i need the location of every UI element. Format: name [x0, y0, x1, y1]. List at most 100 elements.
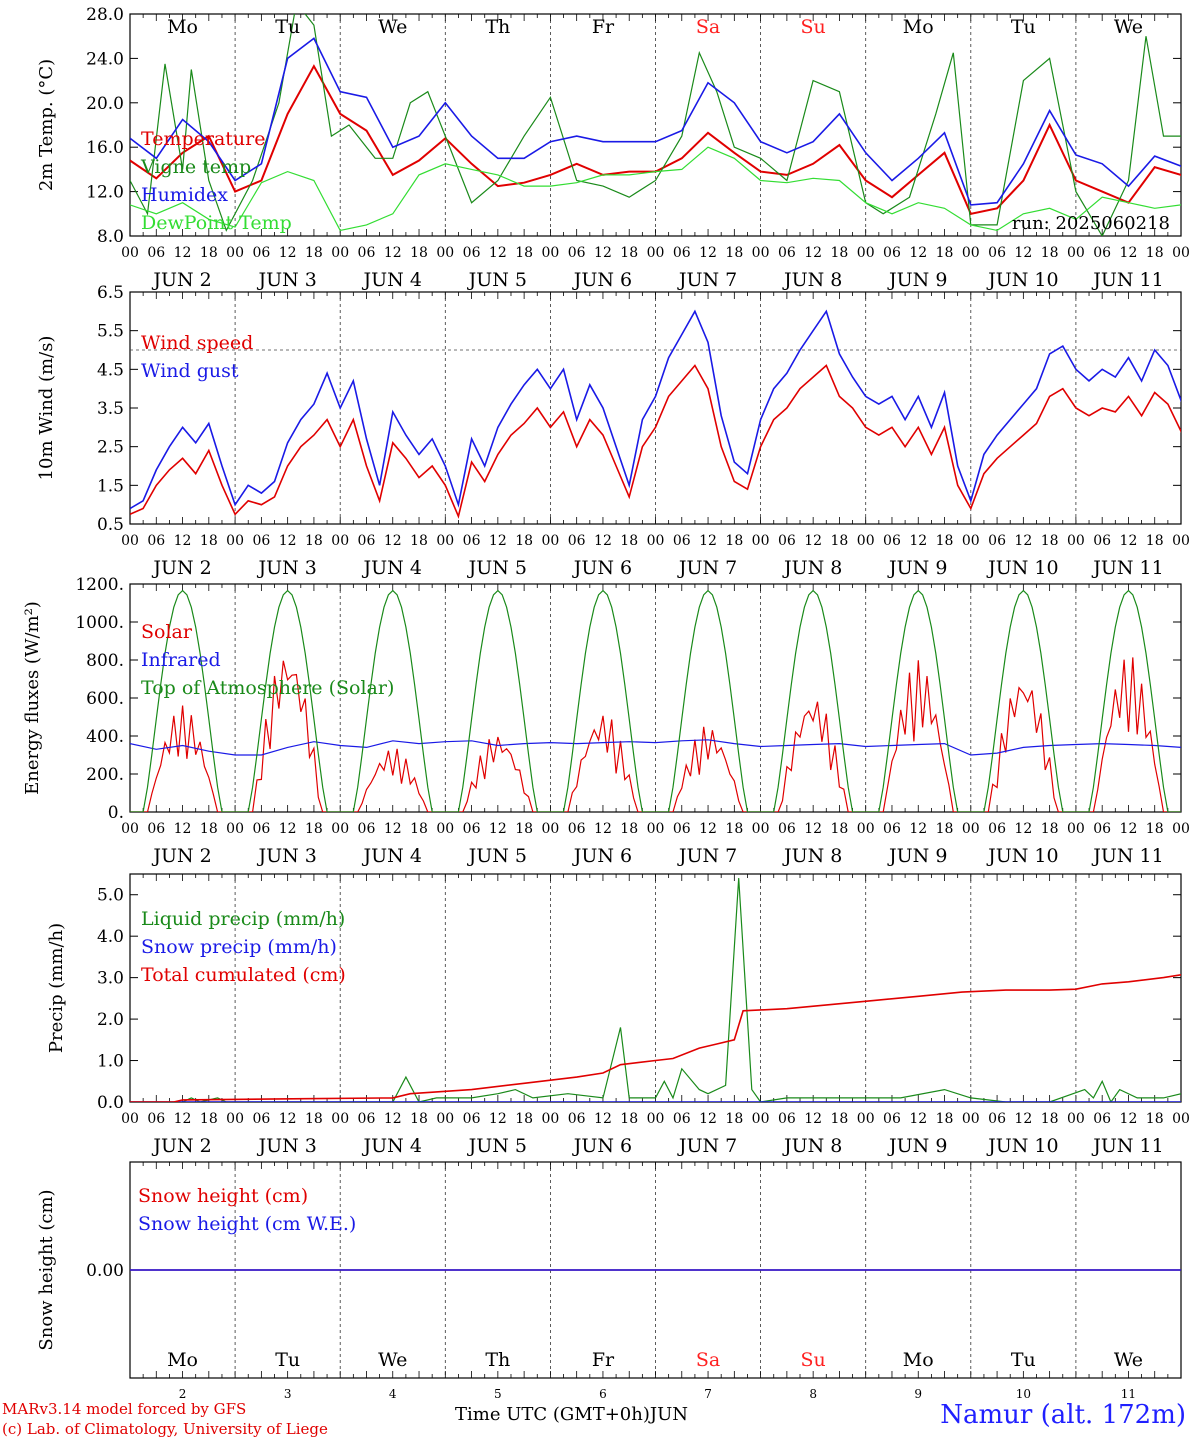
series-group [130, 878, 1181, 1102]
day-abbr-label: We [1114, 1349, 1143, 1371]
y-tick-label: 200. [86, 765, 124, 785]
hour-tick-label: 00 [1172, 821, 1190, 837]
hour-tick-label: 06 [252, 533, 270, 549]
hour-tick-label: 18 [1146, 533, 1164, 549]
hour-tick-label: 06 [988, 533, 1006, 549]
hour-tick-label: 06 [673, 821, 691, 837]
hour-tick-label: 12 [1120, 1111, 1138, 1127]
hour-tick-label: 18 [515, 245, 533, 261]
y-tick-label: 2.0 [97, 1010, 124, 1030]
hour-tick-label: 00 [647, 245, 665, 261]
date-label: JUN 3 [256, 557, 316, 579]
hour-tick-label: 12 [489, 1111, 507, 1127]
date-label: JUN 4 [362, 1135, 422, 1157]
hour-tick-label: 00 [226, 245, 244, 261]
y-tick-label: 4.5 [97, 360, 124, 380]
hour-tick-label: 18 [1146, 245, 1164, 261]
credit-model: MARv3.14 model forced by GFS [2, 1400, 247, 1418]
hour-tick-label: 18 [410, 1111, 428, 1127]
hour-tick-label: 12 [594, 1111, 612, 1127]
hour-tick-label: 00 [331, 821, 349, 837]
hour-tick-label: 06 [568, 245, 586, 261]
legend-entry: DewPoint Temp [141, 212, 292, 234]
day-number-label: 6 [599, 1387, 607, 1401]
hour-tick-label: 00 [436, 245, 454, 261]
date-label: JUN 9 [887, 845, 947, 867]
hour-tick-label: 00 [436, 1111, 454, 1127]
legend-entry: Vigne temp [140, 156, 251, 178]
y-tick-label: 1.5 [97, 476, 124, 496]
hour-tick-label: 12 [1014, 821, 1032, 837]
hour-tick-label: 12 [1120, 821, 1138, 837]
hour-tick-label: 18 [725, 1111, 743, 1127]
date-label: JUN 7 [677, 557, 737, 579]
y-tick-label: 5.5 [97, 322, 124, 342]
hour-tick-label: 12 [594, 533, 612, 549]
hour-tick-label: 00 [962, 821, 980, 837]
hour-tick-label: 12 [699, 821, 717, 837]
day-abbr-label: Tu [275, 1349, 300, 1371]
day-abbr-label: Mo [167, 1349, 198, 1371]
hour-tick-label: 12 [279, 245, 297, 261]
date-label: JUN 10 [986, 557, 1058, 579]
hour-tick-label: 06 [358, 821, 376, 837]
hour-tick-label: 18 [936, 1111, 954, 1127]
hour-tick-label: 18 [200, 533, 218, 549]
series-line-top-of-atmosphere-solar- [130, 589, 1181, 812]
hour-tick-label: 00 [1067, 245, 1085, 261]
date-label: JUN 2 [151, 1135, 211, 1157]
date-label: JUN 6 [572, 1135, 632, 1157]
panel-temperature: 8.0 12.0 16.0 20.0 24.0 28.0 2m Temp. (°C) 00 06… [36, 5, 1190, 291]
hour-tick-label: 00 [1172, 245, 1190, 261]
hour-tick-label: 06 [463, 245, 481, 261]
legend-entry: Wind gust [141, 360, 239, 382]
date-label: JUN 8 [782, 557, 842, 579]
date-label: JUN 7 [677, 845, 737, 867]
hour-tick-label: 00 [1172, 533, 1190, 549]
hour-tick-label: 00 [857, 821, 875, 837]
hour-tick-label: 06 [883, 533, 901, 549]
y-axis-label: Snow height (cm) [36, 1189, 57, 1350]
hour-tick-label: 18 [725, 245, 743, 261]
hour-tick-label: 18 [515, 533, 533, 549]
hour-tick-label: 06 [463, 1111, 481, 1127]
y-tick-label: 12.0 [86, 183, 124, 203]
run-label: run: 2025060218 [1012, 213, 1170, 234]
hour-tick-label: 18 [620, 245, 638, 261]
hour-tick-label: 06 [778, 245, 796, 261]
day-abbr-label: Mo [167, 16, 198, 38]
date-label: JUN 4 [362, 269, 422, 291]
hour-tick-label: 06 [358, 533, 376, 549]
series-line-infrared [130, 739, 1181, 756]
series-line-humidex [130, 37, 1181, 206]
hour-tick-label: 18 [936, 533, 954, 549]
month-label: JUN [649, 1404, 689, 1425]
hour-tick-label: 18 [305, 533, 323, 549]
date-label: JUN 2 [151, 557, 211, 579]
hour-tick-label: 12 [909, 821, 927, 837]
hour-tick-label: 00 [331, 245, 349, 261]
legend-entry: Solar [141, 621, 193, 643]
y-tick-label: 1200. [75, 575, 124, 595]
series-line-solar [130, 657, 1181, 812]
date-label: JUN 6 [572, 845, 632, 867]
y-tick-label: 16.0 [86, 138, 124, 158]
hour-tick-label: 06 [358, 245, 376, 261]
day-abbr-label: Tu [275, 16, 300, 38]
day-abbr-label: Mo [903, 16, 934, 38]
y-tick-label: 24.0 [86, 49, 124, 69]
date-label: JUN 7 [677, 269, 737, 291]
hour-tick-label: 12 [804, 1111, 822, 1127]
location-label: Namur (alt. 172m) [940, 1400, 1186, 1430]
panel-precip: 0.0 1.0 2.0 3.0 4.0 5.0 Precip (mm/h) 00 06 12 18 0… [46, 873, 1190, 1157]
hour-tick-label: 12 [909, 1111, 927, 1127]
day-abbr-label: Th [485, 16, 510, 38]
hour-tick-label: 06 [463, 821, 481, 837]
hour-tick-label: 18 [831, 533, 849, 549]
hour-tick-label: 18 [831, 821, 849, 837]
y-tick-label: 8.0 [97, 227, 124, 247]
panel-energy: 0. 200. 400. 600. 800. 1000. 1200. Energy fluxe… [22, 575, 1190, 867]
hour-tick-label: 00 [121, 533, 139, 549]
y-tick-label: 1.0 [97, 1052, 124, 1072]
hour-tick-label: 18 [410, 821, 428, 837]
